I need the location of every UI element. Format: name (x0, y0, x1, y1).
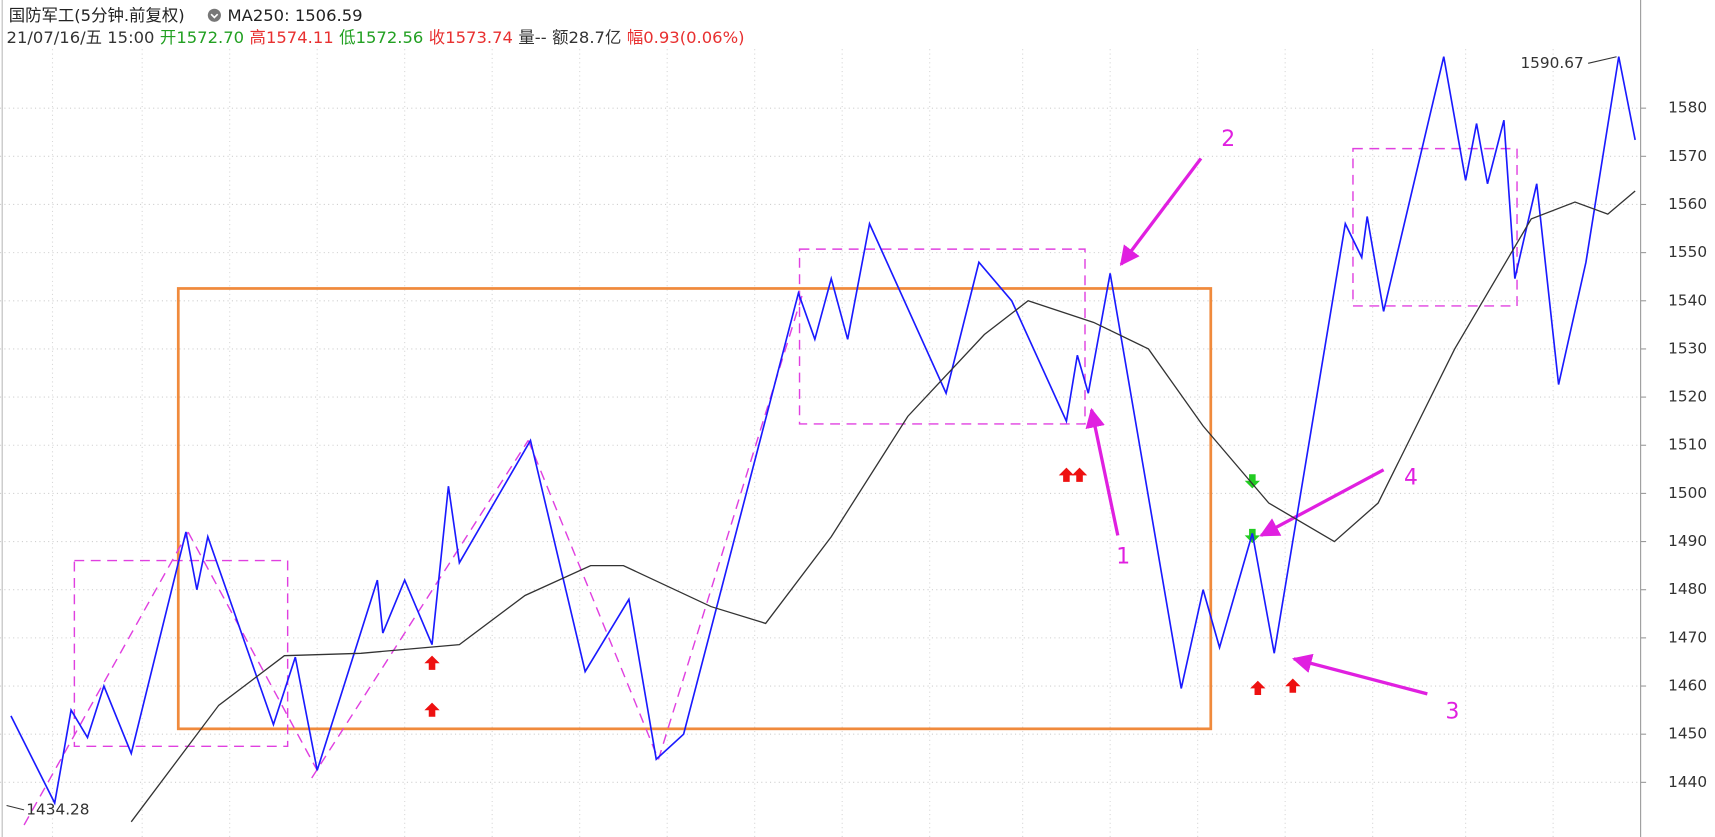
y-tick-label: 1530 (1668, 339, 1707, 357)
y-tick-label: 1490 (1668, 532, 1707, 550)
pointer-arrows (1085, 157, 1428, 696)
info-item: 高 (250, 28, 266, 47)
up-signal (1071, 467, 1088, 482)
y-tick-label: 1580 (1668, 99, 1707, 117)
dashed-box (798, 248, 1086, 425)
buy-signals (424, 467, 1301, 717)
annotation-label: 1 (1116, 544, 1130, 569)
info-item: 1573.74 (445, 28, 513, 47)
up-signal (1058, 467, 1075, 482)
high-label: 1590.67 (1520, 54, 1583, 72)
range-box (176, 287, 1213, 731)
grid (0, 49, 1647, 837)
dashed-line (187, 531, 318, 771)
series (10, 56, 1636, 823)
annotation-label: 3 (1446, 699, 1460, 724)
annotation-shapes (1, 0, 1642, 837)
pointer-arrow (1119, 157, 1203, 267)
pointer-arrow (1292, 653, 1428, 696)
y-tick-label: 1470 (1668, 628, 1707, 646)
info-item: 0.93(0.06%) (643, 28, 744, 47)
settings-icon-chevron (210, 13, 219, 19)
info-item: 开 (160, 28, 176, 47)
info-item: 幅 (627, 28, 643, 47)
down-signal (1244, 474, 1260, 489)
info-item: 1574.11 (266, 28, 334, 47)
y-tick-label: 1450 (1668, 725, 1707, 743)
settings-icon[interactable] (207, 8, 221, 22)
price-line (130, 190, 1636, 823)
dashed-boxes (23, 147, 1518, 826)
y-tick-label: 1560 (1668, 195, 1707, 213)
y-tick-label: 1460 (1668, 677, 1707, 695)
info-item: 21/07/16/五 15:00 (7, 28, 155, 47)
y-tick-label: 1570 (1668, 147, 1707, 165)
y-tick-label: 1510 (1668, 436, 1707, 454)
dashed-line (311, 439, 529, 779)
pointer-arrow (1259, 468, 1385, 537)
y-tick-label: 1520 (1668, 388, 1707, 406)
price-line (10, 56, 1636, 806)
up-signal (424, 702, 440, 717)
annotation-label: 4 (1404, 466, 1418, 491)
info-item: 量-- (518, 28, 546, 47)
annotation-label: 2 (1221, 127, 1235, 152)
dashed-line (657, 289, 805, 760)
y-tick-label: 1440 (1668, 773, 1707, 791)
dashed-box (73, 559, 289, 748)
low-label: 1434.28 (26, 800, 89, 818)
info-item: 低 (339, 28, 355, 47)
pointer-arrow (1085, 407, 1120, 536)
info-item: 1572.70 (176, 28, 244, 47)
info-item: 收 (429, 28, 445, 47)
y-tick-label: 1480 (1668, 580, 1707, 598)
info-line: 21/07/16/五 15:00 开1572.70 高1574.11 低1572.56… (7, 28, 745, 47)
y-tick-label: 1500 (1668, 484, 1707, 502)
info-item: 额28.7亿 (552, 28, 621, 47)
dashed-box (1352, 147, 1518, 307)
y-tick-label: 1540 (1668, 291, 1707, 309)
ma-readout: MA250: 1506.59 (228, 6, 363, 25)
low-pointer (6, 804, 25, 811)
up-signal (424, 655, 440, 670)
info-item: 1572.56 (356, 28, 424, 47)
up-signal (1250, 680, 1266, 695)
high-pointer (1588, 56, 1617, 64)
chart-title: 国防军工(5分钟.前复权) (9, 6, 185, 25)
up-signal (1285, 678, 1301, 693)
dashed-line (23, 531, 189, 826)
y-tick-label: 1550 (1668, 243, 1707, 261)
dashed-line (527, 440, 660, 760)
